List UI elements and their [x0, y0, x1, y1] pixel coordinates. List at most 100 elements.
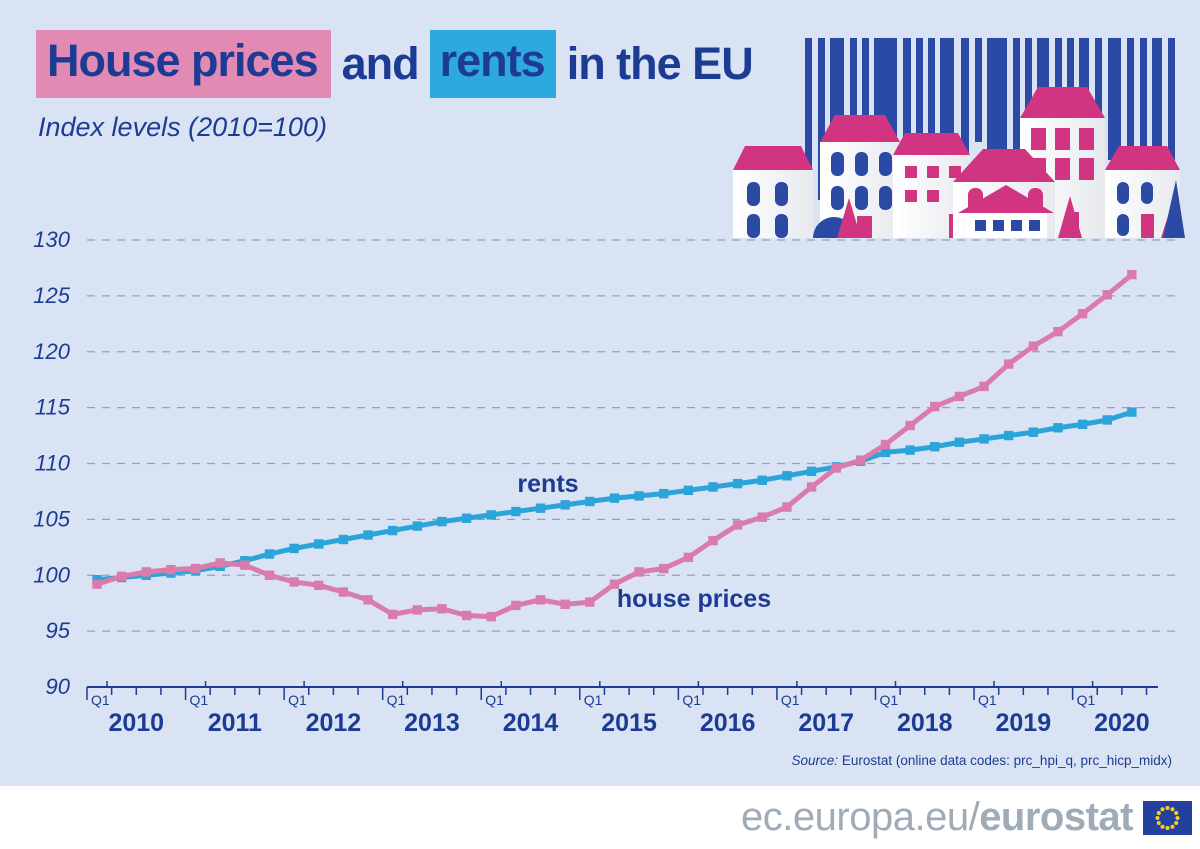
rents-point: [387, 525, 398, 536]
rents-point: [363, 530, 373, 540]
year-label: 2020: [1094, 709, 1150, 737]
house-prices-point: [1127, 269, 1137, 280]
house-prices-point: [806, 482, 817, 492]
house: [733, 146, 813, 238]
y-axis-label: 110: [35, 451, 71, 476]
rents-point: [1053, 423, 1063, 433]
house-prices-point: [437, 604, 447, 614]
house-prices-point: [264, 570, 275, 580]
rents-point: [634, 491, 644, 501]
rents-point: [437, 516, 447, 527]
quarter-label: Q1: [879, 692, 898, 708]
rents-point: [757, 475, 767, 485]
year-label: 2012: [306, 709, 362, 737]
quarter-label: Q1: [682, 692, 701, 708]
house-prices-point: [387, 609, 398, 620]
rents-label: rents: [517, 470, 578, 498]
title-highlight-house-prices: House prices: [36, 30, 331, 98]
house-prices-point: [92, 579, 102, 589]
quarter-label: Q1: [978, 692, 997, 708]
page-title: House prices and rents in the EU: [36, 30, 754, 98]
chart-subtitle: Index levels (2010=100): [38, 112, 327, 142]
flag-stars: [1155, 805, 1180, 830]
rents-point: [732, 478, 743, 489]
url-plain: ec.europa.eu/: [741, 795, 980, 839]
house-prices-point: [732, 520, 743, 530]
house-prices-point: [708, 535, 718, 546]
rents-point: [930, 442, 940, 452]
title-word-and: and: [341, 38, 420, 89]
rents-point: [1102, 415, 1112, 425]
rents-point: [979, 434, 989, 444]
rents-point: [338, 534, 349, 545]
house-prices-point: [782, 502, 792, 512]
quarter-label: Q1: [387, 692, 406, 708]
house-prices-point: [535, 595, 546, 605]
rents-point: [782, 471, 792, 481]
house-prices-point: [1028, 341, 1039, 351]
year-label: 2018: [897, 709, 953, 737]
house-prices-point: [190, 563, 201, 574]
y-axis-label: 100: [33, 562, 70, 587]
house: [1105, 146, 1180, 238]
url-bold: eurostat: [979, 795, 1133, 839]
house-prices-point: [289, 577, 299, 587]
rents-point: [1028, 427, 1039, 437]
house-prices-point: [659, 563, 669, 574]
house-prices-point: [757, 512, 767, 522]
y-axis-label: 130: [33, 227, 70, 252]
year-label: 2010: [108, 709, 164, 737]
rents-point: [659, 488, 669, 499]
footer-bar: ec.europa.eu/eurostat: [0, 786, 1200, 849]
year-label: 2015: [601, 709, 657, 737]
y-axis-label: 105: [33, 506, 70, 531]
house-prices-point: [215, 558, 225, 568]
house-prices-point: [486, 611, 496, 622]
house-prices-line: [96, 272, 1134, 620]
rents-point: [511, 506, 521, 517]
year-label: 2016: [700, 709, 756, 737]
house-prices-point: [1003, 359, 1014, 369]
source-text: Eurostat (online data codes: prc_hpi_q, …: [838, 753, 1172, 768]
house-prices-point: [1077, 309, 1088, 319]
rents-point: [1003, 430, 1014, 441]
rents-point: [486, 510, 496, 520]
house-prices-point: [1102, 290, 1112, 300]
quarter-label: Q1: [288, 692, 307, 708]
house-prices-point: [363, 595, 373, 605]
rents-point: [412, 521, 423, 531]
house-prices-point: [979, 381, 989, 392]
house-prices-point: [954, 391, 965, 402]
house-prices-point: [560, 599, 570, 610]
house-prices-point: [338, 587, 349, 597]
tree-icon: [837, 198, 861, 238]
house-prices-label: house prices: [617, 585, 771, 613]
tree-icon: [1163, 180, 1185, 238]
rents-point: [535, 503, 546, 513]
house-prices-point: [511, 600, 521, 611]
line-chart: 9095100105110115120125130Q12010Q12011Q12…: [33, 227, 1180, 737]
year-label: 2011: [208, 709, 262, 737]
rents-point: [880, 447, 891, 458]
rents-point: [1127, 407, 1137, 417]
title-highlight-rents: rents: [429, 30, 556, 98]
rents-point: [585, 496, 595, 507]
rents-point: [683, 485, 694, 496]
rents-point: [1077, 419, 1088, 430]
rents-point: [954, 437, 965, 447]
year-label: 2013: [404, 709, 460, 737]
rents-point: [461, 513, 472, 523]
house-prices-point: [314, 580, 324, 591]
quarter-label: Q1: [91, 692, 110, 708]
y-axis-label: 95: [46, 618, 71, 643]
house-prices-point: [880, 439, 891, 450]
quarter-label: Q1: [485, 692, 504, 708]
quarter-label: Q1: [1077, 692, 1096, 708]
y-axis-label: 125: [33, 283, 70, 308]
quarter-label: Q1: [190, 692, 209, 708]
house-prices-point: [634, 567, 644, 577]
house-prices-point: [412, 605, 423, 615]
y-axis-label: 90: [46, 674, 71, 699]
eu-flag-icon: [1143, 800, 1192, 835]
rents-point: [314, 539, 324, 549]
